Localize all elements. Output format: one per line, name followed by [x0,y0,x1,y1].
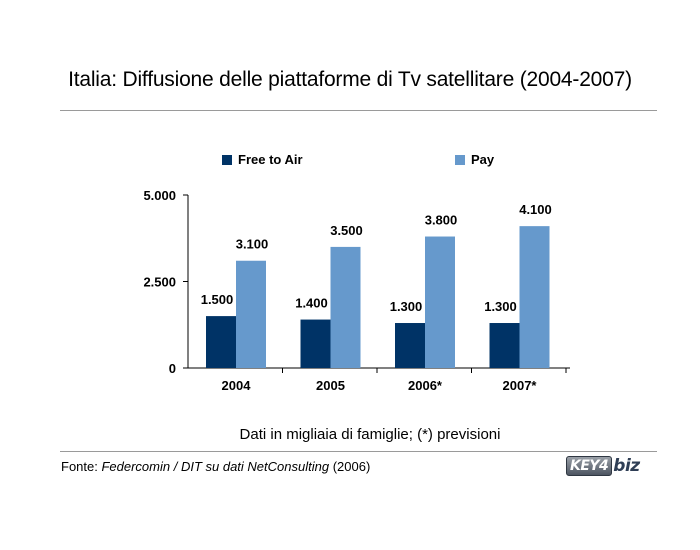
x-tick-label: 2004 [222,378,252,393]
y-tick-label: 2.500 [143,275,176,290]
source-prefix: Fonte: [61,459,102,474]
logo-biz-part: biz [613,456,640,476]
bar-pay [330,246,361,368]
chart-caption: Dati in migliaia di famiglie; (*) previs… [239,426,501,443]
bar-pay [236,260,266,368]
logo-key-part: KEY4 [566,456,613,476]
footer-divider [60,451,657,452]
bar-free-to-air [395,323,425,368]
legend-swatch-free-to-air [222,154,232,165]
y-tick-label: 5.000 [143,188,176,203]
source-year: (2006) [329,459,371,474]
bar-data-label: 3.100 [236,237,269,252]
bar-data-label: 1.400 [295,296,328,311]
bar-data-label: 4.100 [519,202,552,217]
bar-data-label: 3.800 [425,213,458,228]
y-tick-label: 0 [169,361,176,376]
source-note: Fonte: Federcomin / DIT su dati NetConsu… [61,459,370,474]
legend-item-pay: Pay [455,152,494,167]
bar-free-to-air [300,319,331,368]
title-divider [60,110,657,111]
bar-data-label: 1.500 [201,292,234,307]
legend-item-free-to-air: Free to Air [222,152,303,167]
bar-data-label: 1.300 [484,299,517,314]
bar-free-to-air [489,323,520,368]
x-tick-label: 2006* [408,378,443,393]
chart-title: Italia: Diffusione delle piattaforme di … [68,68,632,91]
x-tick-label: 2007* [503,378,538,393]
legend-label-free-to-air: Free to Air [238,152,303,167]
bar-free-to-air [206,316,236,368]
bar-pay [425,236,455,368]
key4biz-logo: KEY4 biz [566,455,640,477]
legend-label-pay: Pay [471,152,495,167]
legend-swatch-pay [455,154,465,165]
source-body: Federcomin / DIT su dati NetConsulting [101,459,330,474]
bar-data-label: 1.300 [390,299,423,314]
bar-pay [519,226,550,368]
bar-data-label: 3.500 [330,223,363,238]
x-tick-label: 2005 [316,378,345,393]
